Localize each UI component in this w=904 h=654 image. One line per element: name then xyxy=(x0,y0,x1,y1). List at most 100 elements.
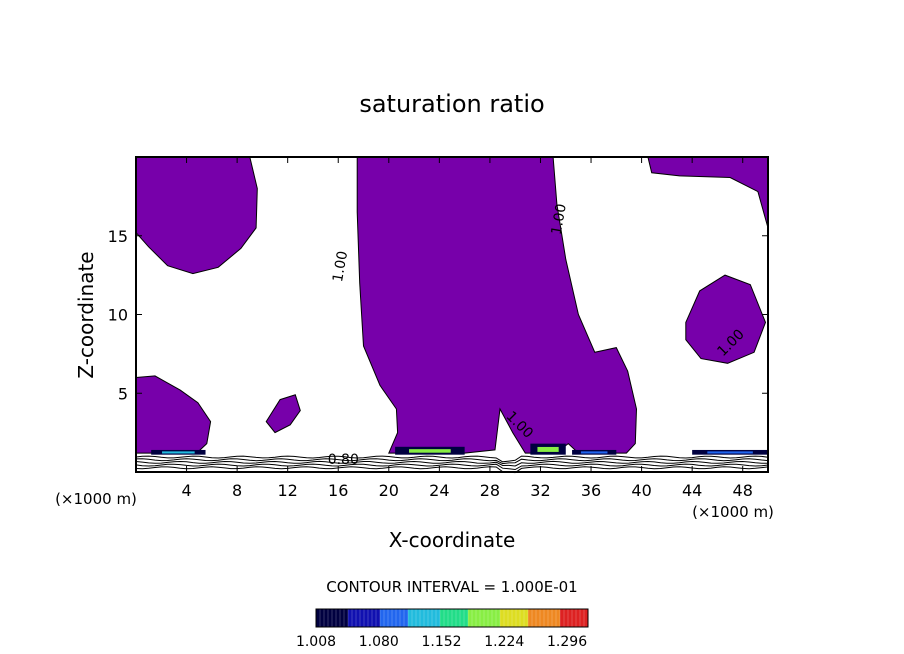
colorbar-cell xyxy=(516,609,520,627)
colorbar-cell xyxy=(560,609,564,627)
colorbar-cell xyxy=(584,609,588,627)
x-tick-label: 44 xyxy=(682,481,702,500)
colorbar-cell xyxy=(368,609,372,627)
colorbar-cell xyxy=(436,609,440,627)
colorbar-cell xyxy=(376,609,380,627)
saturation-patch-core xyxy=(409,449,451,453)
saturation-patch-core xyxy=(537,446,559,452)
colorbar-cell xyxy=(468,609,472,627)
x-tick-label: 20 xyxy=(379,481,399,500)
colorbar-cell xyxy=(488,609,492,627)
colorbar-cell xyxy=(320,609,324,627)
x-tick-label: 24 xyxy=(429,481,449,500)
colorbar-cell xyxy=(372,609,376,627)
colorbar-cell xyxy=(544,609,548,627)
colorbar-cell xyxy=(568,609,572,627)
colorbar-tick-labels: 1.008 1.080 1.152 1.224 1.296 xyxy=(296,634,587,650)
colorbar-cell xyxy=(324,609,328,627)
x-tick-label: 40 xyxy=(631,481,651,500)
colorbar-cell xyxy=(356,609,360,627)
colorbar-cell xyxy=(316,609,320,627)
x-tick-label: 8 xyxy=(232,481,242,500)
y-axis-ticks: 5 10 15 xyxy=(108,227,768,403)
colorbar-tick-label: 1.296 xyxy=(547,634,587,650)
colorbar-cell xyxy=(452,609,456,627)
colorbar-cell xyxy=(572,609,576,627)
colorbar-cell xyxy=(460,609,464,627)
x-axis-ticks: 4 8 12 16 20 24 28 32 36 40 44 48 xyxy=(181,157,753,500)
colorbar-cell xyxy=(420,609,424,627)
colorbar-cell xyxy=(364,609,368,627)
colorbar-cell xyxy=(328,609,332,627)
colorbar-cell xyxy=(480,609,484,627)
colorbar-tick-label: 1.008 xyxy=(296,634,336,650)
colorbar-cell xyxy=(404,609,408,627)
contour-line xyxy=(135,463,769,471)
colorbar-cell xyxy=(472,609,476,627)
colorbar-cell xyxy=(344,609,348,627)
contour-line xyxy=(135,458,769,465)
supersaturated-regions xyxy=(135,156,769,454)
colorbar-cell xyxy=(500,609,504,627)
y-tick-label: 5 xyxy=(118,384,128,403)
colorbar-cell xyxy=(564,609,568,627)
region-right-blob xyxy=(685,274,767,364)
colorbar-cell xyxy=(412,609,416,627)
colorbar-cell xyxy=(492,609,496,627)
colorbar-cell xyxy=(424,609,428,627)
colorbar-cell xyxy=(476,609,480,627)
colorbar-cell xyxy=(580,609,584,627)
x-tick-label: 48 xyxy=(733,481,753,500)
x-axis-label: X-coordinate xyxy=(389,528,516,552)
contour-label: 0.80 xyxy=(328,452,359,468)
x-tick-label: 32 xyxy=(530,481,550,500)
plot-area: 1.001.001.001.000.80 4 8 12 16 20 24 28 32 36 40 4… xyxy=(108,156,769,500)
colorbar-cell xyxy=(428,609,432,627)
colorbar-cell xyxy=(496,609,500,627)
contour-interval-text: CONTOUR INTERVAL = 1.000E-01 xyxy=(326,578,577,596)
colorbar-cell xyxy=(432,609,436,627)
colorbar-cell xyxy=(440,609,444,627)
contour-line xyxy=(135,455,769,463)
colorbar-cell xyxy=(512,609,516,627)
x-tick-label: 16 xyxy=(328,481,348,500)
colorbar-cell xyxy=(352,609,356,627)
colorbar-cell xyxy=(444,609,448,627)
colorbar-cell xyxy=(456,609,460,627)
colorbar-cell xyxy=(400,609,404,627)
y-axis-label: Z-coordinate xyxy=(74,251,98,378)
colorbar-cell xyxy=(536,609,540,627)
saturation-patch-core xyxy=(707,451,753,454)
region-upper-left xyxy=(135,156,258,275)
colorbar-cell xyxy=(528,609,532,627)
x-unit-left: (×1000 m) xyxy=(55,490,137,508)
region-small-left-blob xyxy=(265,394,301,434)
colorbar xyxy=(315,608,589,628)
colorbar-cell xyxy=(484,609,488,627)
colorbar-cell xyxy=(408,609,412,627)
colorbar-cell xyxy=(340,609,344,627)
contour-line xyxy=(135,460,769,467)
saturation-patch-core xyxy=(162,451,195,454)
x-tick-label: 12 xyxy=(278,481,298,500)
chart-title: saturation ratio xyxy=(359,90,544,118)
colorbar-frame xyxy=(315,608,589,628)
colorbar-tick-label: 1.152 xyxy=(421,634,461,650)
colorbar-cell xyxy=(388,609,392,627)
x-tick-label: 4 xyxy=(181,481,191,500)
y-tick-label: 10 xyxy=(108,306,128,325)
contour-line xyxy=(135,466,769,474)
colorbar-cell xyxy=(384,609,388,627)
saturation-patch-core xyxy=(580,451,608,454)
colorbar-cell xyxy=(392,609,396,627)
colorbar-cell xyxy=(532,609,536,627)
colorbar-tick-label: 1.224 xyxy=(484,634,524,650)
contour-label: 1.00 xyxy=(549,203,570,236)
y-tick-label: 15 xyxy=(108,227,128,246)
saturation-color-patches xyxy=(151,443,768,455)
x-tick-label: 28 xyxy=(480,481,500,500)
colorbar-cell xyxy=(396,609,400,627)
colorbar-tick-label: 1.080 xyxy=(359,634,399,650)
colorbar-cell xyxy=(552,609,556,627)
